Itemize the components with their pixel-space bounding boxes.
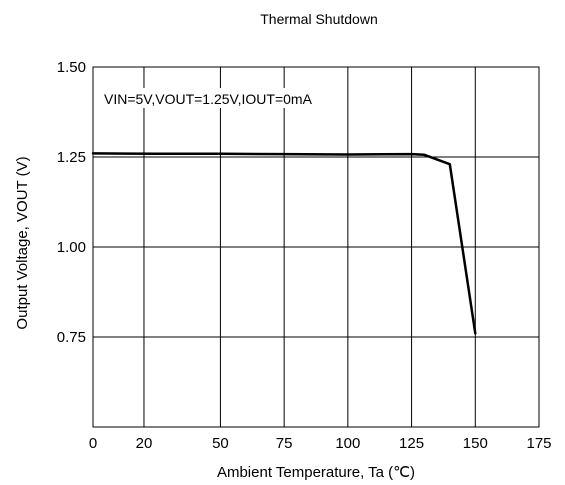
series-line	[91, 152, 477, 335]
series-layer	[91, 152, 477, 335]
y-tick-label: 1.00	[57, 239, 86, 256]
x-tick-label: 100	[335, 435, 360, 452]
y-tick-labels: 0.75 1.00 1.25 1.50	[57, 59, 86, 346]
x-axis-label: Ambient Temperature, Ta (℃)	[217, 464, 415, 481]
y-axis-label: Output Voltage, VOUT (V)	[14, 156, 31, 329]
y-tick-label: 0.75	[57, 329, 86, 346]
x-tick-label: 150	[463, 435, 488, 452]
chart-title: Thermal Shutdown	[260, 11, 378, 27]
x-tick-labels: 0 20 50 75 100 125 150 175	[89, 435, 552, 452]
annotation-label: VIN=5V,VOUT=1.25V,IOUT=0mA	[104, 91, 313, 107]
x-tick-label: 175	[526, 435, 551, 452]
y-tick-label: 1.25	[57, 149, 86, 166]
x-tick-label: 125	[399, 435, 424, 452]
y-tick-label: 1.50	[57, 59, 86, 76]
grid	[93, 67, 539, 427]
x-tick-label: 50	[212, 435, 229, 452]
x-tick-label: 20	[136, 435, 153, 452]
x-tick-label: 0	[89, 435, 97, 452]
annotation-box	[100, 88, 323, 108]
x-tick-label: 75	[276, 435, 293, 452]
